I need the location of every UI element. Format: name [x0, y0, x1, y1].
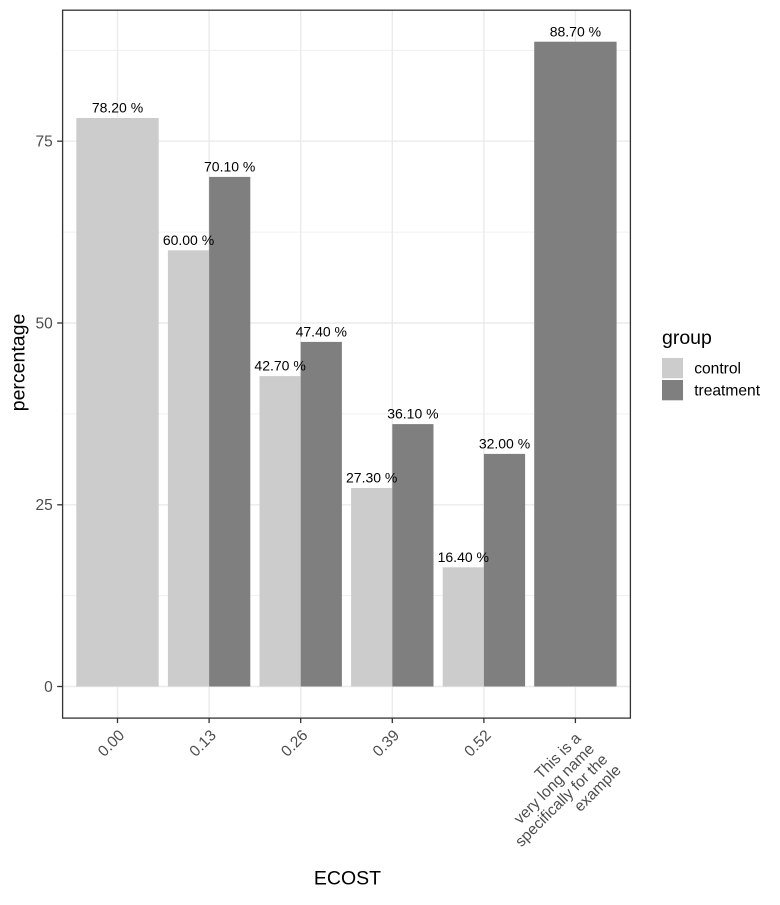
svg-text:78.20 %: 78.20 %: [92, 100, 143, 116]
svg-text:27.30 %: 27.30 %: [346, 470, 397, 486]
svg-text:88.70 %: 88.70 %: [550, 23, 601, 39]
svg-text:75: 75: [36, 134, 53, 151]
svg-text:percentage: percentage: [8, 314, 30, 412]
svg-text:70.10 %: 70.10 %: [204, 159, 255, 175]
svg-text:treatment: treatment: [694, 383, 761, 400]
svg-text:ECOST: ECOST: [314, 867, 381, 889]
svg-text:16.40 %: 16.40 %: [438, 549, 489, 565]
svg-text:group: group: [662, 327, 712, 349]
svg-text:25: 25: [36, 497, 53, 514]
svg-text:42.70 %: 42.70 %: [254, 358, 305, 374]
svg-text:50: 50: [36, 315, 54, 332]
svg-text:control: control: [694, 361, 741, 378]
svg-text:36.10 %: 36.10 %: [387, 406, 438, 422]
svg-text:0: 0: [44, 679, 53, 696]
svg-text:60.00 %: 60.00 %: [163, 232, 214, 248]
svg-text:32.00 %: 32.00 %: [479, 436, 530, 452]
svg-text:47.40 %: 47.40 %: [296, 324, 347, 340]
